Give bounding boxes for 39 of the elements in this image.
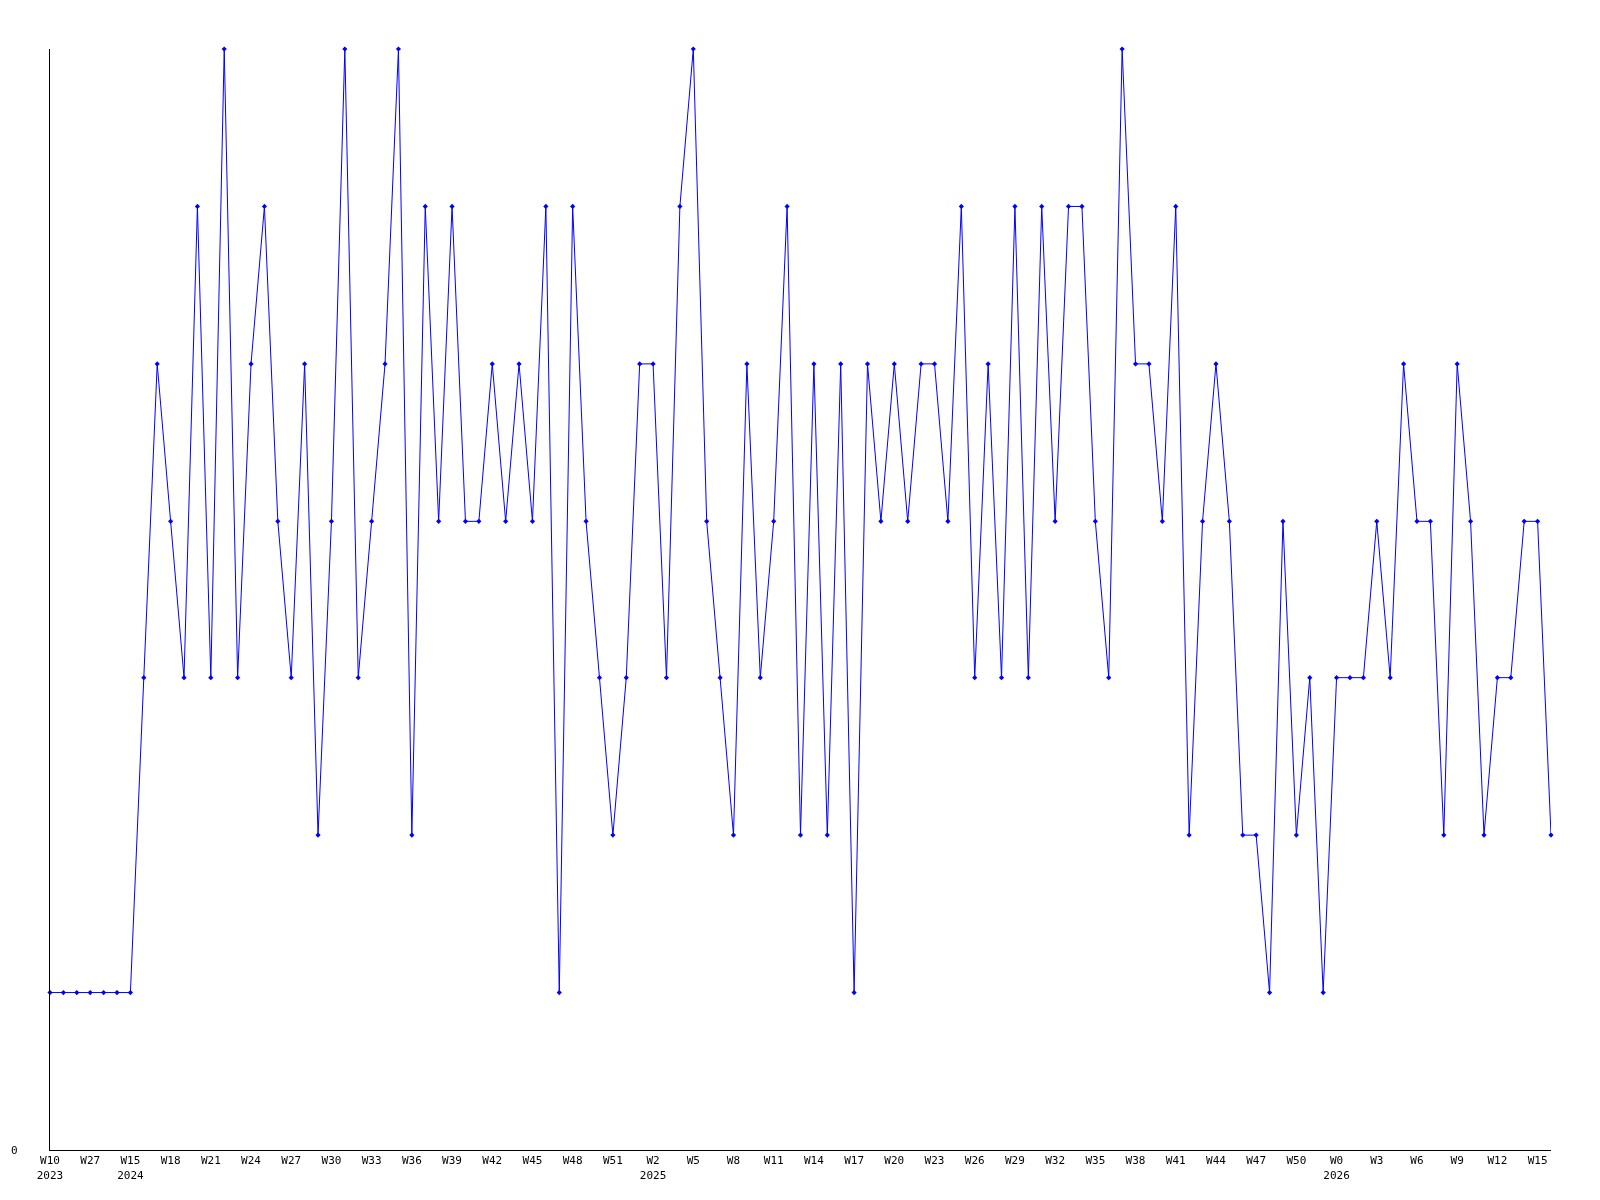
x-tick-label: W20 xyxy=(884,1154,905,1168)
x-tick-label: W5 xyxy=(686,1154,700,1168)
x-tick-label: W23 xyxy=(924,1154,945,1168)
x-tick-label: W12 xyxy=(1487,1154,1508,1168)
x-tick-label: W45 xyxy=(522,1154,543,1168)
x-tick-label: W32 xyxy=(1045,1154,1066,1168)
x-tick-label: W35 xyxy=(1085,1154,1106,1168)
x-tick-label: W51 xyxy=(602,1154,623,1168)
x-tick-label: W15 2024 xyxy=(117,1154,145,1182)
x-tick-label: W21 xyxy=(200,1154,221,1168)
x-tick-label: W48 xyxy=(562,1154,583,1168)
x-tick-label: W18 xyxy=(160,1154,181,1168)
x-tick-label: W2 2025 xyxy=(639,1154,667,1182)
x-tick-label: W14 xyxy=(803,1154,825,1168)
x-tick-label: W41 xyxy=(1165,1154,1186,1168)
x-tick-label: W24 xyxy=(241,1154,262,1168)
x-tick-label: W17 xyxy=(844,1154,865,1168)
x-tick-label: W42 xyxy=(482,1154,503,1168)
x-tick-label: W47 xyxy=(1246,1154,1267,1168)
x-tick-label: W10 2023 xyxy=(36,1154,64,1182)
x-tick-label: W8 xyxy=(726,1154,741,1168)
x-tick-label: W0 2026 xyxy=(1323,1154,1350,1182)
x-tick-label: W38 xyxy=(1125,1154,1146,1168)
x-tick-label: W15 xyxy=(1527,1154,1548,1168)
text: 0 xyxy=(11,1144,18,1157)
x-tick-label: W9 xyxy=(1450,1154,1464,1168)
x-tick-label: W6 xyxy=(1410,1154,1424,1168)
x-tick-label: W11 xyxy=(763,1154,784,1168)
x-tick-label: W27 xyxy=(80,1154,101,1168)
x-tick-label: W36 xyxy=(401,1154,422,1168)
x-tick-label: W39 xyxy=(442,1154,462,1168)
x-tick-label: W3 xyxy=(1370,1154,1384,1168)
x-tick-label: W33 xyxy=(361,1154,382,1168)
x-tick-label: W44 xyxy=(1206,1154,1227,1168)
x-tick-label: W27 xyxy=(281,1154,302,1168)
x-tick-label: W30 xyxy=(321,1154,342,1168)
x-tick-label: W29 xyxy=(1004,1154,1025,1168)
x-tick-label: W50 xyxy=(1286,1154,1307,1168)
x-tick-label: W26 xyxy=(964,1154,985,1168)
